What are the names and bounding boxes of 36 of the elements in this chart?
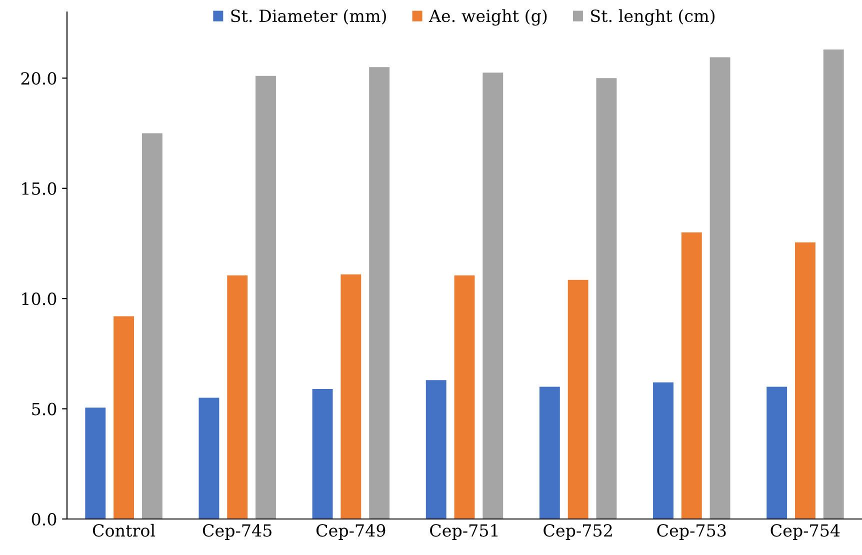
bar	[256, 76, 276, 519]
bar	[114, 316, 134, 519]
x-tick-label: Cep-751	[430, 524, 498, 540]
legend-label: St. Diameter (mm)	[231, 9, 386, 25]
bar	[482, 72, 504, 519]
bar	[596, 78, 617, 519]
bar	[142, 133, 162, 519]
bar	[85, 408, 106, 519]
legend-label: St. lenght (cm)	[591, 9, 715, 26]
bar	[198, 398, 220, 519]
y-tick-label: 0.0	[32, 512, 56, 526]
x-tick-label: Cep-753	[657, 524, 726, 540]
bar	[426, 380, 446, 519]
legend-label: Ae. weight (g)	[428, 9, 547, 26]
bar	[312, 388, 333, 519]
bar	[539, 386, 560, 519]
x-tick-label: Cep-749	[316, 524, 386, 540]
bar	[568, 280, 588, 519]
bar	[823, 49, 844, 519]
y-tick-label: 10.0	[22, 292, 56, 306]
bar	[454, 275, 475, 519]
bar	[710, 57, 730, 519]
y-tick-label: 15.0	[22, 182, 56, 195]
bar	[227, 275, 248, 519]
y-tick-label: 20.0	[21, 72, 56, 85]
bar	[794, 242, 816, 519]
bar	[681, 232, 702, 519]
bar	[653, 382, 674, 519]
x-tick-label: Control	[92, 524, 156, 537]
x-tick-label: Cep-745	[202, 524, 272, 540]
bar	[369, 67, 390, 519]
bar	[340, 274, 362, 519]
y-tick-label: 5.0	[32, 402, 56, 416]
x-tick-label: Cep-752	[544, 524, 612, 540]
x-tick-label: Cep-754	[770, 524, 840, 540]
bar	[766, 386, 788, 519]
